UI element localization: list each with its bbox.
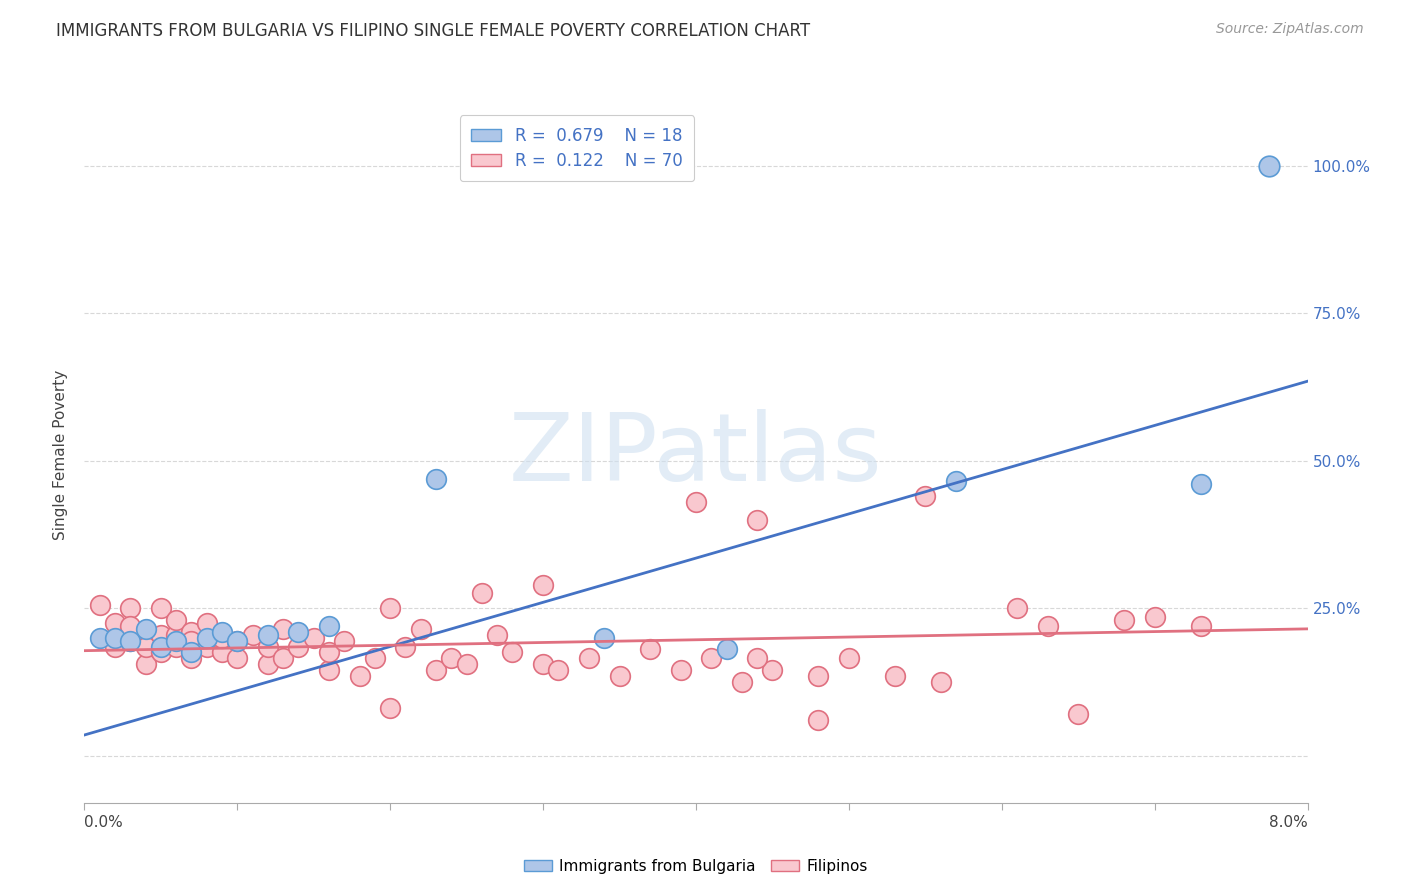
- Point: [257, 640, 280, 654]
- Point: [211, 645, 233, 659]
- Point: [685, 495, 707, 509]
- Point: [195, 615, 218, 630]
- Point: [149, 601, 172, 615]
- Point: [425, 471, 447, 485]
- Point: [195, 640, 218, 654]
- Point: [914, 489, 936, 503]
- Point: [211, 624, 233, 639]
- Point: [226, 651, 249, 665]
- Point: [669, 663, 692, 677]
- Point: [838, 651, 860, 665]
- Point: [120, 619, 142, 633]
- Point: [257, 657, 280, 672]
- Point: [318, 619, 340, 633]
- Text: IMMIGRANTS FROM BULGARIA VS FILIPINO SINGLE FEMALE POVERTY CORRELATION CHART: IMMIGRANTS FROM BULGARIA VS FILIPINO SIN…: [56, 22, 810, 40]
- Point: [318, 645, 340, 659]
- Point: [380, 601, 402, 615]
- Point: [1189, 477, 1212, 491]
- Point: [211, 631, 233, 645]
- Point: [1189, 619, 1212, 633]
- Point: [89, 631, 111, 645]
- Point: [440, 651, 463, 665]
- Point: [149, 640, 172, 654]
- Point: [165, 628, 187, 642]
- Point: [165, 613, 187, 627]
- Point: [638, 642, 661, 657]
- Point: [135, 622, 157, 636]
- Point: [89, 599, 111, 613]
- Point: [165, 640, 187, 654]
- Point: [1258, 159, 1281, 173]
- Point: [120, 633, 142, 648]
- Point: [104, 631, 127, 645]
- Point: [380, 701, 402, 715]
- Point: [180, 624, 202, 639]
- Point: [761, 663, 783, 677]
- Point: [149, 628, 172, 642]
- Point: [195, 631, 218, 645]
- Point: [731, 674, 754, 689]
- Point: [287, 624, 309, 639]
- Point: [471, 586, 494, 600]
- Point: [180, 633, 202, 648]
- Point: [807, 669, 830, 683]
- Point: [318, 663, 340, 677]
- Point: [149, 645, 172, 659]
- Point: [180, 651, 202, 665]
- Point: [807, 713, 830, 727]
- Point: [364, 651, 387, 665]
- Point: [135, 640, 157, 654]
- Point: [394, 640, 416, 654]
- Legend: R =  0.679    N = 18, R =  0.122    N = 70: R = 0.679 N = 18, R = 0.122 N = 70: [460, 115, 695, 181]
- Point: [120, 601, 142, 615]
- Text: ZIPatlas: ZIPatlas: [509, 409, 883, 501]
- Point: [226, 633, 249, 648]
- Legend: Immigrants from Bulgaria, Filipinos: Immigrants from Bulgaria, Filipinos: [519, 853, 873, 880]
- Point: [700, 651, 723, 665]
- Text: Source: ZipAtlas.com: Source: ZipAtlas.com: [1216, 22, 1364, 37]
- Point: [502, 645, 524, 659]
- Point: [1067, 707, 1090, 722]
- Point: [302, 631, 325, 645]
- Point: [104, 615, 127, 630]
- Point: [180, 645, 202, 659]
- Point: [287, 640, 309, 654]
- Point: [1143, 610, 1166, 624]
- Point: [104, 640, 127, 654]
- Point: [1005, 601, 1028, 615]
- Point: [226, 633, 249, 648]
- Point: [271, 622, 294, 636]
- Point: [578, 651, 600, 665]
- Point: [531, 657, 554, 672]
- Point: [1114, 613, 1136, 627]
- Point: [135, 657, 157, 672]
- Text: 8.0%: 8.0%: [1268, 814, 1308, 830]
- Point: [257, 628, 280, 642]
- Point: [242, 628, 264, 642]
- Point: [929, 674, 952, 689]
- Point: [547, 663, 569, 677]
- Point: [945, 475, 967, 489]
- Y-axis label: Single Female Poverty: Single Female Poverty: [53, 370, 69, 540]
- Point: [165, 633, 187, 648]
- Point: [716, 642, 738, 657]
- Point: [883, 669, 905, 683]
- Point: [333, 633, 356, 648]
- Point: [349, 669, 371, 683]
- Point: [747, 651, 769, 665]
- Point: [456, 657, 478, 672]
- Point: [609, 669, 631, 683]
- Point: [747, 513, 769, 527]
- Point: [271, 651, 294, 665]
- Point: [486, 628, 509, 642]
- Point: [120, 633, 142, 648]
- Point: [1036, 619, 1059, 633]
- Point: [409, 622, 432, 636]
- Point: [425, 663, 447, 677]
- Point: [593, 631, 616, 645]
- Text: 0.0%: 0.0%: [84, 814, 124, 830]
- Point: [531, 577, 554, 591]
